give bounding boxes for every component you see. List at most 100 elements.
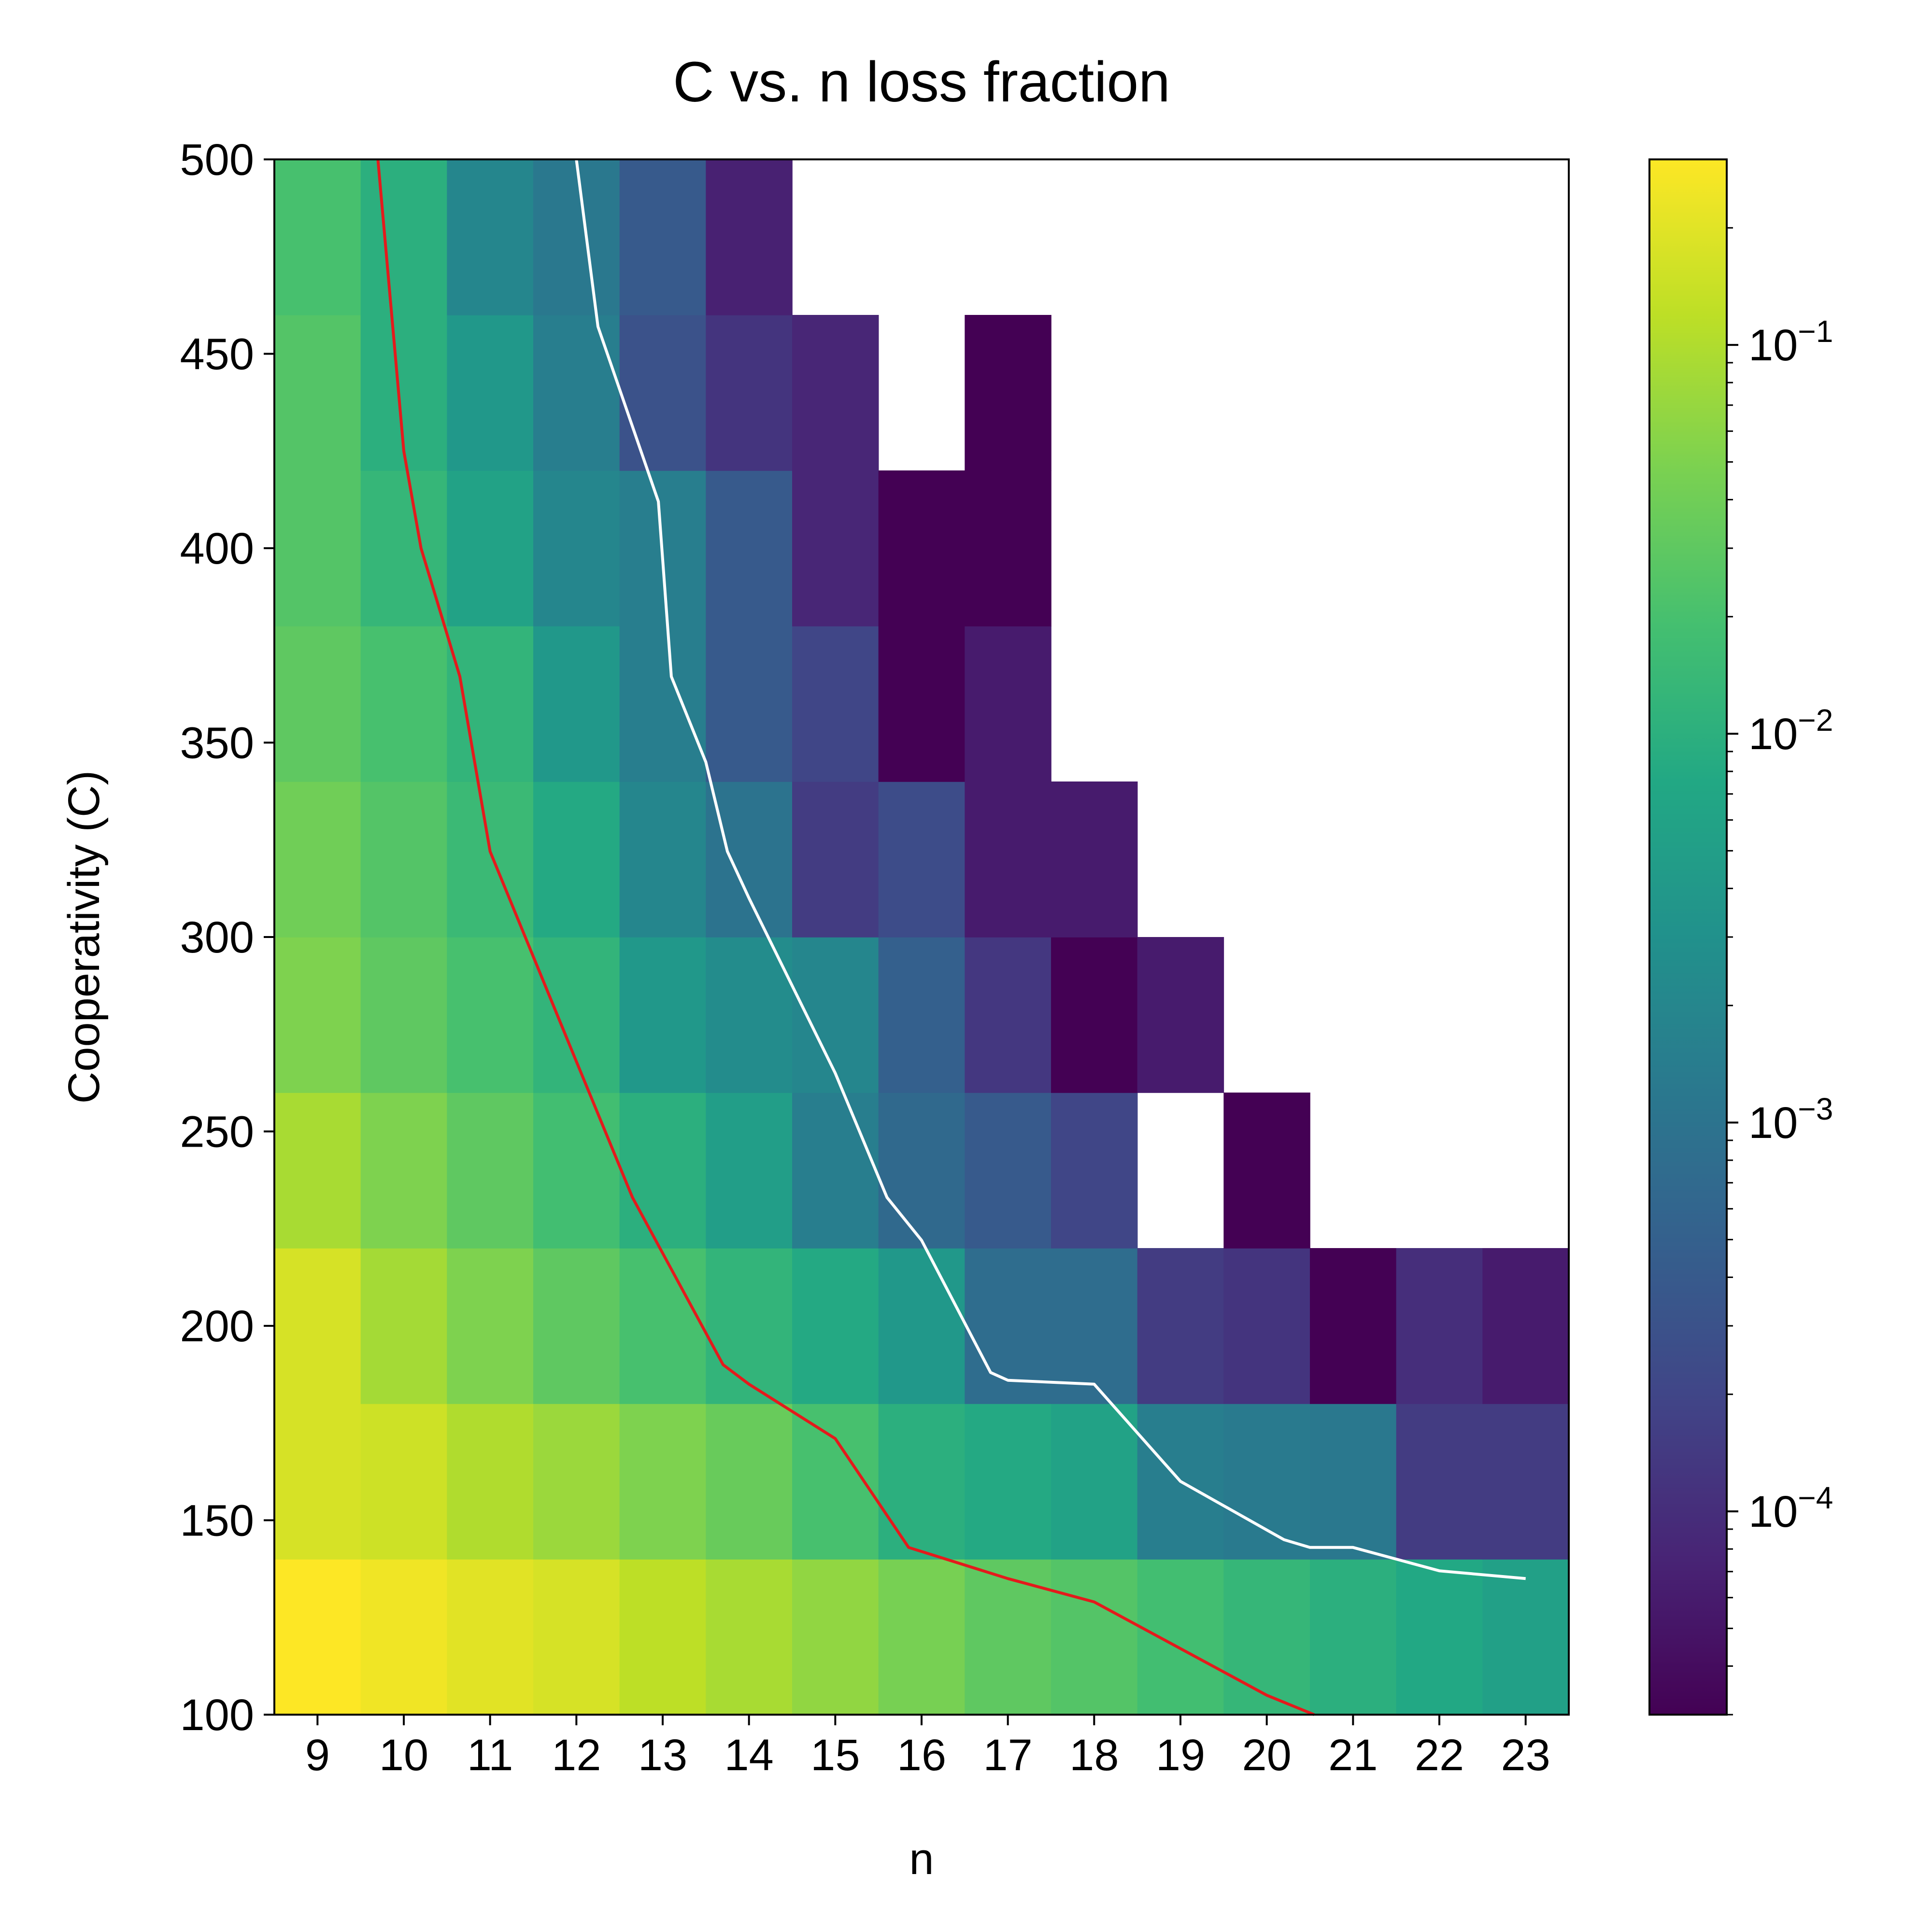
heatmap-cell xyxy=(965,937,1051,1093)
x-tick-label: 17 xyxy=(983,1731,1032,1780)
heatmap-cell xyxy=(533,781,620,938)
colorbar-tick-label: 10−3 xyxy=(1748,1092,1833,1148)
y-tick-label: 150 xyxy=(180,1496,255,1546)
heatmap-cell xyxy=(706,937,793,1093)
heatmap-cell xyxy=(447,937,534,1093)
y-tick-label: 250 xyxy=(180,1108,255,1157)
y-axis-ticks: 100 150 200 250 300 350 400 450 500 xyxy=(180,135,274,1740)
heatmap-cell xyxy=(965,781,1051,938)
heatmap-cell xyxy=(447,470,534,626)
heatmap-cell xyxy=(1396,1404,1483,1560)
heatmap-cell xyxy=(706,315,793,471)
heatmap-cell xyxy=(447,1559,534,1715)
heatmap-cell xyxy=(1137,937,1224,1093)
heatmap-cell xyxy=(878,1248,966,1404)
colorbar-tick-label: 10−4 xyxy=(1748,1480,1833,1536)
heatmap-cell xyxy=(619,1559,707,1715)
x-tick-label: 23 xyxy=(1501,1731,1550,1780)
y-tick-label: 450 xyxy=(180,330,255,379)
heatmap-cell xyxy=(706,159,793,315)
heatmap-cell xyxy=(619,315,707,471)
x-tick-label: 15 xyxy=(810,1731,860,1780)
heatmap-cell xyxy=(533,626,620,782)
heatmap-cell xyxy=(1482,1559,1569,1715)
contour-lines xyxy=(376,159,1526,1716)
heatmap-cell xyxy=(447,626,534,782)
heatmap-cell xyxy=(360,1404,448,1560)
x-tick-label: 20 xyxy=(1242,1731,1291,1780)
heatmap-cell xyxy=(619,1248,707,1404)
heatmap-cell xyxy=(274,781,361,938)
heatmap-cell xyxy=(360,470,448,626)
chart-title: C vs. n loss fraction xyxy=(673,50,1170,114)
heatmap-cell xyxy=(1051,1248,1138,1404)
y-tick-label: 400 xyxy=(180,524,255,573)
heatmap-cell xyxy=(619,781,707,938)
heatmap-cell xyxy=(274,626,361,782)
heatmap-cell xyxy=(1137,1248,1224,1404)
heatmap-cell xyxy=(965,1559,1051,1715)
x-tick-label: 9 xyxy=(305,1731,330,1780)
heatmap-cell xyxy=(274,470,361,626)
heatmap-cell xyxy=(533,1248,620,1404)
colorbar xyxy=(1648,158,1728,1716)
heatmap-cell xyxy=(274,1093,361,1249)
heatmap-cell xyxy=(619,1404,707,1560)
x-tick-label: 18 xyxy=(1069,1731,1119,1780)
x-tick-label: 10 xyxy=(379,1731,428,1780)
heatmap-cell xyxy=(533,937,620,1093)
heatmap-cell xyxy=(1310,1248,1397,1404)
heatmap-cell xyxy=(274,1559,361,1715)
colorbar-ticks: 10−1 10−2 10−3 10−4 xyxy=(1727,227,1833,1716)
series-line xyxy=(376,159,1315,1716)
heatmap-cell xyxy=(1051,781,1138,938)
x-tick-label: 21 xyxy=(1328,1731,1378,1780)
heatmap-cell xyxy=(274,1248,361,1404)
heatmap-cell xyxy=(878,1404,966,1560)
y-tick-label: 100 xyxy=(180,1690,255,1740)
heatmap-cell xyxy=(274,1404,361,1560)
heatmap-cells xyxy=(274,159,1569,1715)
heatmap-cell xyxy=(360,1559,448,1715)
heatmap-cell xyxy=(360,159,448,315)
heatmap-cell xyxy=(792,781,879,938)
heatmap-cell xyxy=(1396,1248,1483,1404)
heatmap-cell xyxy=(360,1093,448,1249)
heatmap-cell xyxy=(965,1404,1051,1560)
x-tick-label: 12 xyxy=(552,1731,601,1780)
x-axis-ticks: 9 10 11 12 13 14 15 16 17 18 19 20 21 22 23 xyxy=(305,1715,1550,1780)
heatmap-cell xyxy=(447,1248,534,1404)
series-line xyxy=(575,159,1526,1580)
heatmap-cell xyxy=(447,159,534,315)
heatmap-cell xyxy=(878,626,966,782)
colorbar-tick-label: 10−2 xyxy=(1748,703,1833,759)
heatmap-cell xyxy=(1051,937,1138,1093)
y-tick-label: 350 xyxy=(180,719,255,768)
heatmap-cell xyxy=(1310,1559,1397,1715)
heatmap-cell xyxy=(360,781,448,938)
heatmap-cell xyxy=(965,315,1051,471)
x-axis-label: n xyxy=(909,1834,934,1884)
heatmap-cell xyxy=(533,1559,620,1715)
heatmap-cell xyxy=(706,1248,793,1404)
x-tick-label: 16 xyxy=(897,1731,946,1780)
heatmap-cell xyxy=(792,315,879,471)
heatmap-cell xyxy=(965,1248,1051,1404)
heatmap-cell xyxy=(533,159,620,315)
x-tick-label: 11 xyxy=(467,1731,513,1780)
heatmap-cell xyxy=(792,470,879,626)
heatmap-cell xyxy=(619,159,707,315)
heatmap-cell xyxy=(965,470,1051,626)
heatmap-cell xyxy=(1051,1404,1138,1560)
heatmap-cell xyxy=(792,626,879,782)
heatmap-cell xyxy=(965,1093,1051,1249)
heatmap-cell xyxy=(619,1093,707,1249)
heatmap-cell xyxy=(706,626,793,782)
heatmap-cell xyxy=(533,315,620,471)
heatmap-cell xyxy=(533,1404,620,1560)
heatmap-cell xyxy=(447,1093,534,1249)
heatmap-cell xyxy=(706,781,793,938)
heatmap-cell xyxy=(706,1404,793,1560)
heatmap-cell xyxy=(360,1248,448,1404)
